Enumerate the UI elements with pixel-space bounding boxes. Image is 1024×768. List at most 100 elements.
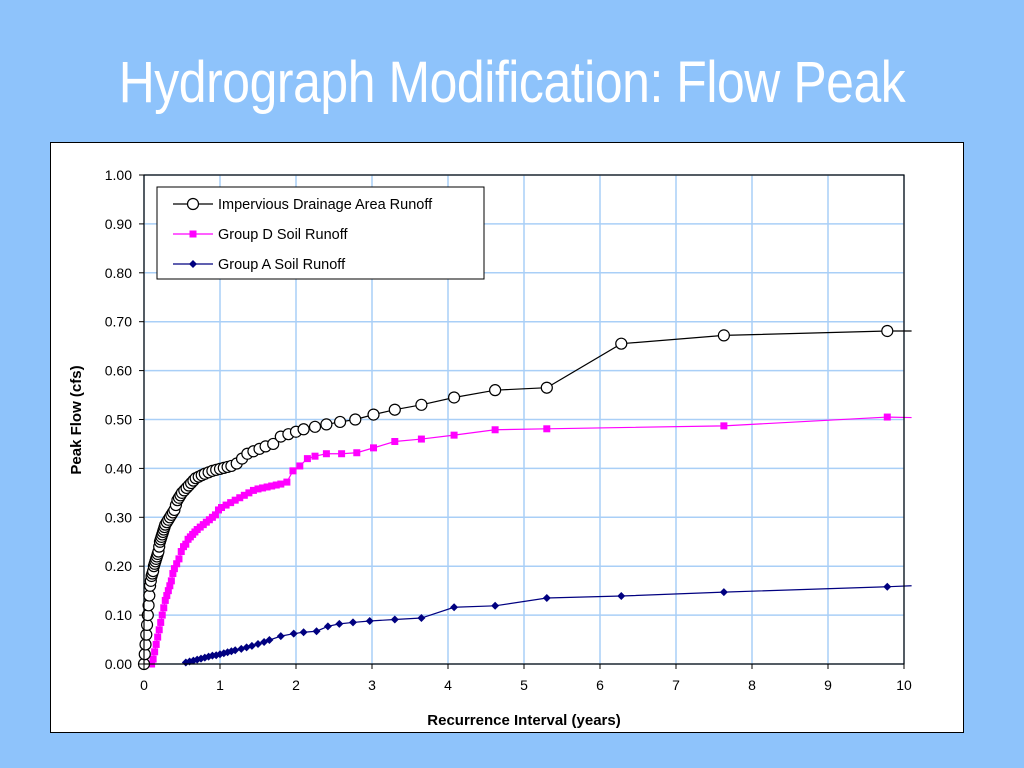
chart-frame: 0 1 2 3 4 5 6 7 8 9 10 0.00 0.10 0.20 0.30 0.40 0.50 0.60… <box>50 142 964 733</box>
data-point <box>158 611 166 619</box>
series-2 <box>181 582 912 667</box>
data-point <box>391 438 399 446</box>
data-point <box>617 592 626 601</box>
data-point <box>263 483 271 491</box>
y-tick-label: 0.10 <box>105 607 132 623</box>
data-point <box>163 592 171 600</box>
data-point <box>268 482 276 490</box>
x-tick-label: 2 <box>292 677 300 693</box>
data-point <box>167 577 175 585</box>
data-point <box>182 540 190 548</box>
y-axis-title: Peak Flow (cfs) <box>68 365 85 474</box>
y-tick-label: 0.40 <box>105 460 132 476</box>
data-point <box>155 626 163 634</box>
data-point <box>333 415 347 429</box>
data-point <box>417 435 425 443</box>
x-tick-label: 3 <box>368 677 376 693</box>
data-point <box>349 413 362 426</box>
x-tick-label: 9 <box>824 677 832 693</box>
data-point <box>365 616 374 625</box>
y-tick-label: 0.60 <box>105 363 132 379</box>
data-point <box>322 450 330 458</box>
data-point <box>276 632 285 641</box>
data-point <box>231 496 239 504</box>
data-point <box>370 444 378 452</box>
y-tick-label: 0.20 <box>105 558 132 574</box>
data-point <box>218 504 226 512</box>
data-point <box>450 431 458 439</box>
data-point <box>323 622 332 631</box>
data-point <box>154 633 162 641</box>
data-point <box>491 426 499 434</box>
data-point <box>308 420 322 433</box>
y-tick-label: 0.80 <box>105 265 132 281</box>
data-point <box>297 423 310 436</box>
data-point <box>254 485 262 493</box>
data-point <box>149 655 157 663</box>
data-point <box>542 593 551 602</box>
x-tick-label: 10 <box>896 677 912 693</box>
data-point <box>166 582 174 590</box>
data-point <box>881 324 894 338</box>
y-tick-label: 0.90 <box>105 216 132 232</box>
x-tick-label: 4 <box>444 677 452 693</box>
data-point <box>170 565 178 573</box>
data-point <box>615 337 628 350</box>
series-0 <box>137 324 912 671</box>
data-point <box>231 646 240 655</box>
data-point <box>883 413 891 421</box>
data-point <box>222 501 230 509</box>
legend-label: Group D Soil Runoff <box>218 227 348 243</box>
data-point <box>175 555 183 563</box>
x-tick-label: 1 <box>216 677 224 693</box>
series-line <box>143 330 912 665</box>
data-point <box>543 425 551 433</box>
data-point <box>240 491 248 499</box>
data-point <box>259 484 267 492</box>
x-tick-label: 5 <box>520 677 528 693</box>
data-point <box>265 636 274 645</box>
data-point <box>489 384 502 397</box>
data-point <box>349 618 357 627</box>
ticks-layer: 0 1 2 3 4 5 6 7 8 9 10 0.00 0.10 0.20 0.30 0.40 0.50 0.60… <box>105 167 912 693</box>
data-point <box>320 418 333 431</box>
x-tick-label: 0 <box>140 677 148 693</box>
y-tick-label: 0.00 <box>105 656 132 672</box>
data-point <box>247 641 256 650</box>
data-point <box>719 588 728 597</box>
data-point <box>289 629 298 638</box>
data-point <box>211 511 219 519</box>
peak-flow-chart: 0 1 2 3 4 5 6 7 8 9 10 0.00 0.10 0.20 0.30 0.40 0.50 0.60… <box>68 167 912 729</box>
y-tick-label: 0.50 <box>105 412 132 428</box>
legend: Impervious Drainage Area Runoff Group D S… <box>156 186 485 280</box>
x-tick-label: 7 <box>672 677 680 693</box>
data-point <box>216 650 224 659</box>
legend-marker <box>186 197 200 211</box>
data-point <box>883 582 892 591</box>
x-axis-title: Recurrence Interval (years) <box>427 712 620 729</box>
data-point <box>540 381 553 394</box>
data-point <box>236 494 244 502</box>
data-point <box>450 603 459 612</box>
data-point <box>161 596 169 604</box>
x-tick-label: 6 <box>596 677 604 693</box>
data-point <box>227 499 235 507</box>
legend-marker <box>189 230 197 238</box>
data-point <box>267 437 280 451</box>
data-point <box>717 329 730 342</box>
legend-label: Impervious Drainage Area Runoff <box>218 197 433 213</box>
data-point <box>415 398 428 411</box>
data-point <box>272 481 280 489</box>
y-tick-label: 1.00 <box>105 167 132 183</box>
data-point <box>169 570 177 578</box>
data-point <box>249 486 257 494</box>
data-point <box>720 422 728 430</box>
y-tick-label: 0.70 <box>105 314 132 330</box>
data-point <box>157 618 165 626</box>
data-point <box>338 450 346 458</box>
data-point <box>312 627 321 636</box>
data-point <box>417 614 426 623</box>
data-point <box>353 449 361 457</box>
series-line <box>151 416 912 665</box>
data-point <box>491 601 500 610</box>
